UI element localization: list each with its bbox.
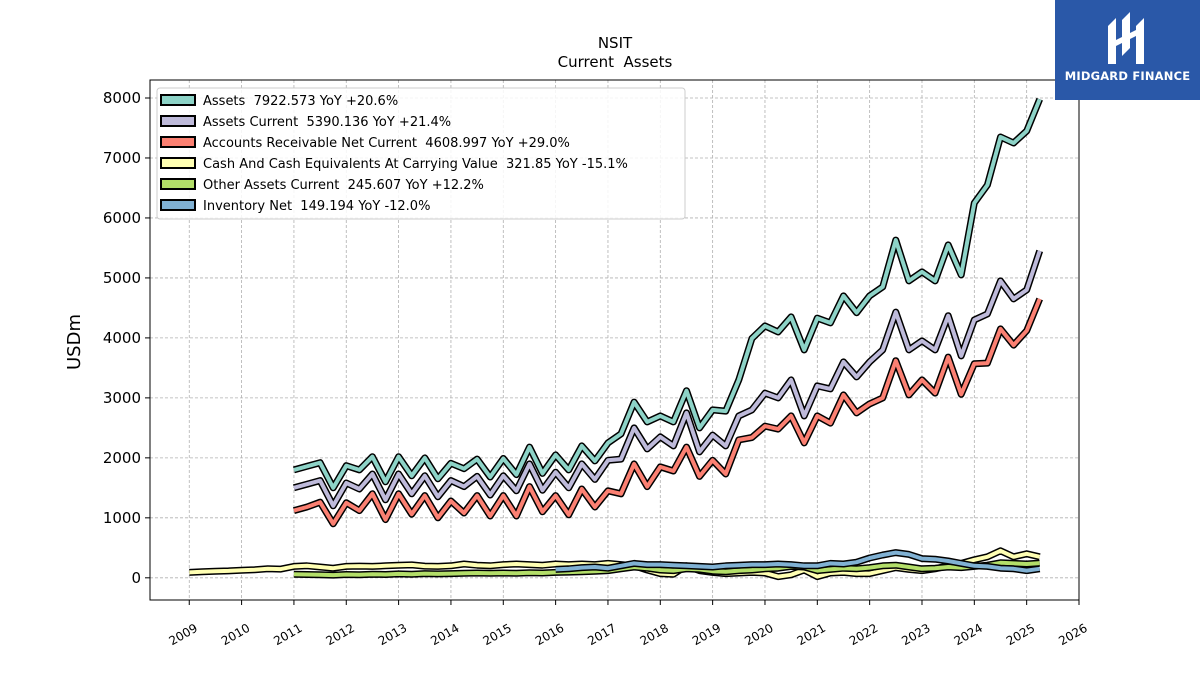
x-tick-label: 2015 <box>481 621 514 648</box>
series-1 <box>292 249 1044 510</box>
series-2 <box>292 297 1043 528</box>
y-tick-label: 2000 <box>103 449 141 467</box>
legend-item: Assets Current 5390.136 YoY +21.4% <box>160 115 451 130</box>
legend-label: Accounts Receivable Net Current 4608.997… <box>203 136 570 151</box>
midgard-logo-icon <box>1108 12 1144 64</box>
brand-badge: MIDGARD FINANCE <box>1055 0 1200 100</box>
x-tick-label: 2021 <box>795 621 828 648</box>
x-tick-label: 2016 <box>533 621 566 648</box>
y-tick-label: 3000 <box>103 389 141 407</box>
series-line <box>555 550 1040 573</box>
series-line <box>293 250 1042 508</box>
series-line <box>293 98 1042 490</box>
y-tick-label: 1000 <box>103 509 141 527</box>
legend-item: Assets 7922.573 YoY +20.6% <box>160 94 398 109</box>
legend-item: Accounts Receivable Net Current 4608.997… <box>160 136 570 151</box>
legend-swatch <box>160 178 196 190</box>
legend-swatch <box>160 136 196 148</box>
series-layer <box>189 97 1044 581</box>
x-tick-label: 2020 <box>742 621 775 648</box>
x-tick-label: 2024 <box>952 621 985 648</box>
legend-item: Other Assets Current 245.607 YoY +12.2% <box>160 178 484 193</box>
x-tick-label: 2014 <box>428 621 461 648</box>
plot-frame <box>149 79 1080 601</box>
x-tick-label: 2018 <box>638 621 671 648</box>
brand-name: MIDGARD FINANCE <box>1064 69 1191 83</box>
legend-item: Inventory Net 149.194 YoY -12.0% <box>160 199 430 214</box>
legend-item: Cash And Cash Equivalents At Carrying Va… <box>160 157 628 172</box>
legend-label: Cash And Cash Equivalents At Carrying Va… <box>203 157 628 172</box>
y-tick-label: 8000 <box>103 89 141 107</box>
series-5 <box>555 549 1041 575</box>
y-tick-label: 6000 <box>103 209 141 227</box>
x-tick-label: 2009 <box>167 621 200 648</box>
series-0 <box>292 97 1043 492</box>
legend-label: Other Assets Current 245.607 YoY +12.2% <box>203 178 484 193</box>
series-line <box>293 298 1042 526</box>
legend-swatch <box>160 115 196 127</box>
x-tick-label: 2013 <box>376 621 409 648</box>
series-line-outline <box>555 549 1041 575</box>
series-line <box>293 560 1040 578</box>
legend: Assets 7922.573 YoY +20.6% Assets Current… <box>156 87 686 220</box>
y-tick-label: 4000 <box>103 329 141 347</box>
legend-swatch <box>160 157 196 169</box>
x-tick-label: 2019 <box>690 621 723 648</box>
x-tick-label: 2017 <box>585 621 618 648</box>
y-axis-label: USDm <box>64 314 85 370</box>
y-tick-label: 7000 <box>103 149 141 167</box>
legend-label: Inventory Net 149.194 YoY -12.0% <box>203 199 430 214</box>
legend-label: Assets 7922.573 YoY +20.6% <box>203 94 398 109</box>
y-tick-label: 0 <box>131 569 141 587</box>
legend-box <box>156 87 686 220</box>
series-4 <box>293 559 1040 579</box>
y-tick-label: 5000 <box>103 269 141 287</box>
legend-swatch <box>160 199 196 211</box>
x-tick-label: 2023 <box>899 621 932 648</box>
legend-label: Assets Current 5390.136 YoY +21.4% <box>203 115 451 130</box>
x-tick-label: 2011 <box>271 621 304 648</box>
x-tick-label: 2022 <box>847 621 880 648</box>
x-tick-label: 2025 <box>1004 621 1037 648</box>
chart-subtitle: Current Assets <box>558 53 673 71</box>
x-tick-label: 2010 <box>219 621 252 648</box>
chart-title: NSIT <box>598 34 633 52</box>
x-tick-label: 2026 <box>1056 621 1089 648</box>
legend-swatch <box>160 94 196 106</box>
x-tick-label: 2012 <box>324 621 357 648</box>
